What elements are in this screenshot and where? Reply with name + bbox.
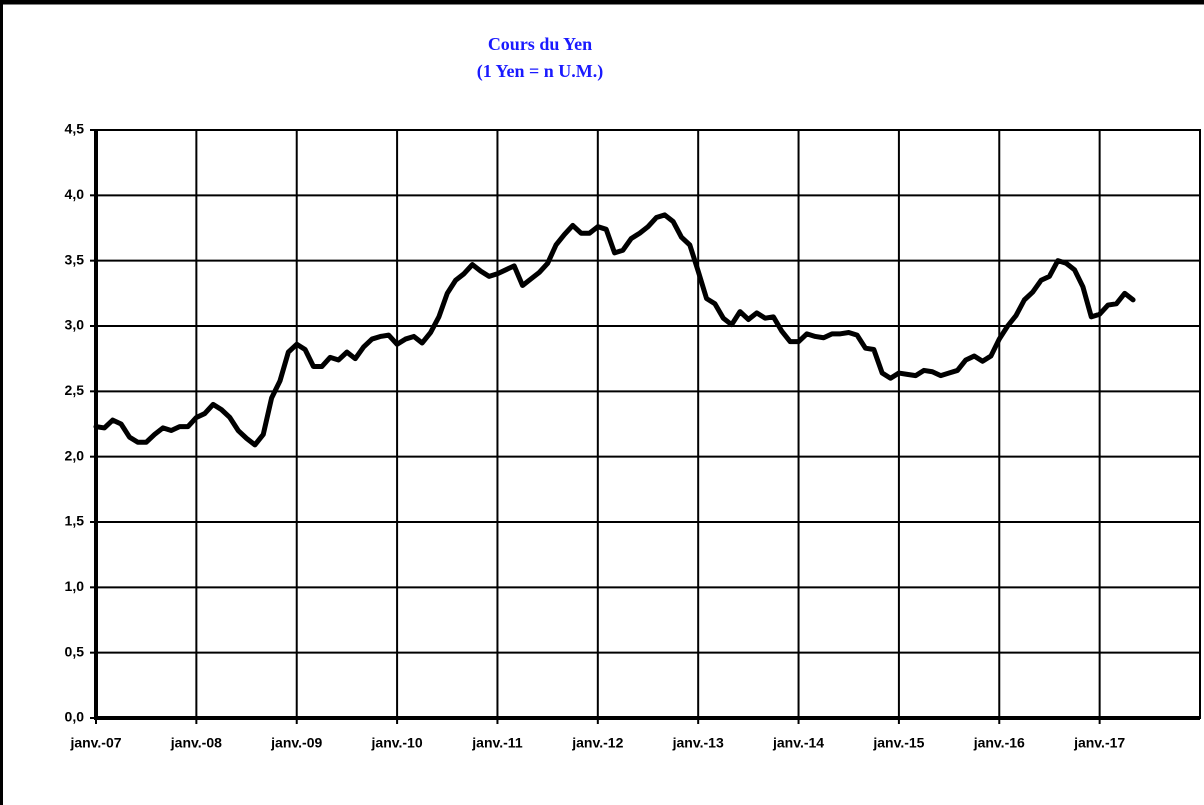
- y-tick-label: 4,0: [65, 186, 85, 202]
- y-tick-label: 3,5: [65, 251, 85, 267]
- y-tick-label: 0,0: [65, 709, 85, 725]
- x-tick-label: janv.-09: [270, 735, 322, 751]
- x-tick-label: janv.-10: [371, 735, 423, 751]
- y-tick-label: 2,5: [65, 382, 85, 398]
- x-tick-label: janv.-12: [571, 735, 623, 751]
- y-tick-label: 2,0: [65, 447, 85, 463]
- y-tick-label: 1,0: [65, 578, 85, 594]
- x-tick-label: janv.-14: [772, 735, 824, 751]
- y-tick-label: 0,5: [65, 643, 85, 659]
- chart-subtitle: (1 Yen = n U.M.): [477, 61, 604, 82]
- x-tick-label: janv.-16: [973, 735, 1025, 751]
- x-tick-label: janv.-17: [1073, 735, 1125, 751]
- x-tick-label: janv.-08: [170, 735, 222, 751]
- plot-frame: [95, 129, 1201, 719]
- x-tick-label: janv.-15: [872, 735, 924, 751]
- chart-title: Cours du Yen: [488, 34, 592, 54]
- y-tick-label: 4,5: [65, 121, 85, 137]
- x-tick-label: janv.-11: [471, 735, 523, 751]
- y-tick-label: 3,0: [65, 317, 85, 333]
- x-tick-label: janv.-13: [672, 735, 724, 751]
- y-tick-label: 1,5: [65, 513, 85, 529]
- x-tick-label: janv.-07: [69, 735, 121, 751]
- data-line: [93, 212, 1136, 448]
